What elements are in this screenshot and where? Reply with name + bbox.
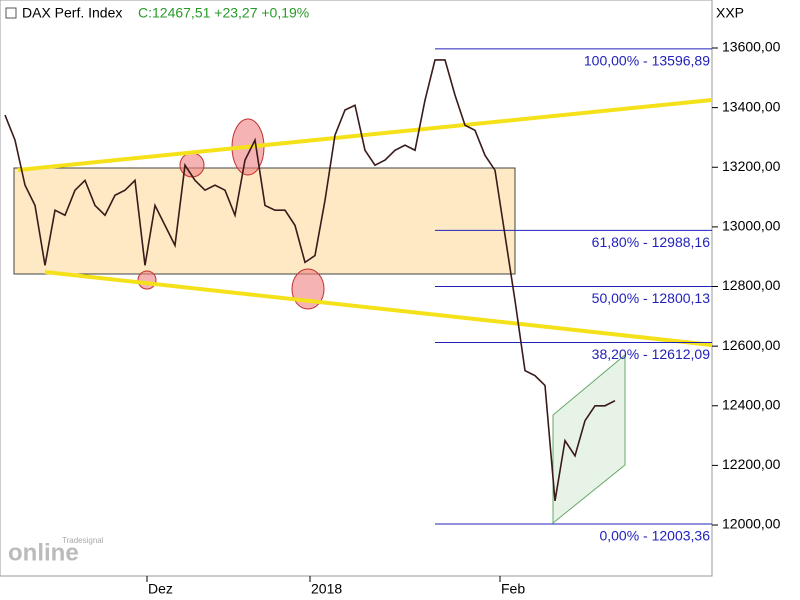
y-tick-label: 12800,00 [722,277,781,293]
fib-label: 100,00% - 13596,89 [584,53,710,69]
logo: online [8,539,79,566]
chart-title: DAX Perf. Index [22,5,122,21]
quote: C:12467,51 +23,27 +0,19% [138,5,309,21]
y-tick-label: 12200,00 [722,456,781,472]
currency: XXP [716,5,744,21]
range-box [13,167,516,275]
y-tick-label: 13000,00 [722,218,781,234]
plot-area [0,0,713,577]
x-tick-label: Feb [501,581,525,597]
x-tick-label: 2018 [311,581,342,597]
trend-line [17,98,713,172]
fib-label: 50,00% - 12800,13 [592,290,711,306]
y-tick-label: 12600,00 [722,337,781,353]
logo-small: Tradesignal [62,536,104,545]
fib-label: 0,00% - 12003,36 [599,528,710,544]
y-tick-label: 13400,00 [722,98,781,114]
fib-label: 61,80% - 12988,16 [592,234,711,250]
price-line [4,59,616,502]
checkbox[interactable] [5,7,17,19]
y-tick-label: 13600,00 [722,39,781,55]
y-tick-label: 12400,00 [722,396,781,412]
x-tick-label: Dez [148,581,173,597]
highlight-circle [137,270,157,290]
fib-label: 38,20% - 12612,09 [592,346,711,362]
trend-line [44,270,713,347]
y-tick-label: 13200,00 [722,158,781,174]
y-tick-label: 12000,00 [722,516,781,532]
